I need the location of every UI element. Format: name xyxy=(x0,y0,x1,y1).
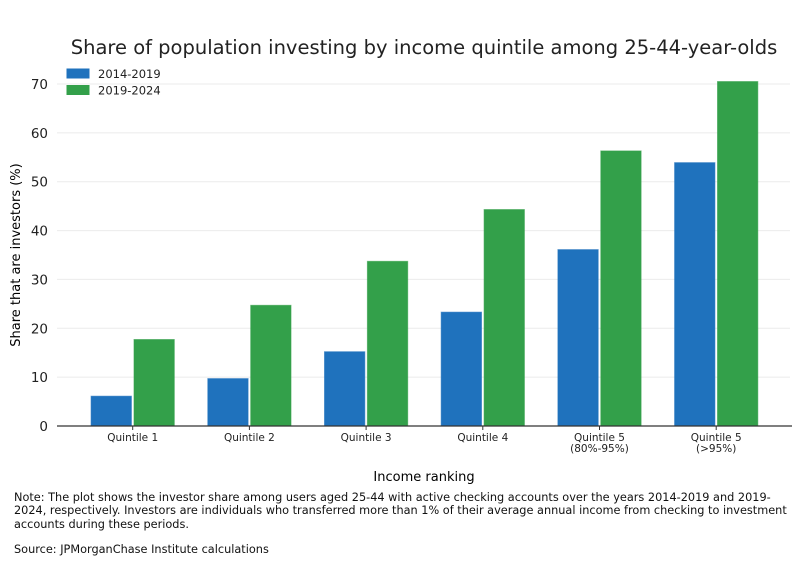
bar-2019-2024 xyxy=(366,260,409,427)
bar-2014-2019 xyxy=(440,311,483,427)
y-tick-label: 40 xyxy=(31,224,48,240)
y-tick-label: 10 xyxy=(31,370,48,386)
legend-label: 2019-2024 xyxy=(98,84,161,98)
bar-2019-2024 xyxy=(250,304,292,427)
y-tick-label: 0 xyxy=(39,419,48,435)
y-axis-label: Share that are investors (%) xyxy=(9,163,24,346)
x-tick-label: Quintile 4 xyxy=(457,432,508,444)
bar-2019-2024 xyxy=(717,81,759,427)
bar-2014-2019 xyxy=(674,162,716,427)
legend-background xyxy=(66,68,121,69)
x-tick-label: Quintile 2 xyxy=(224,432,275,444)
bar-2014-2019 xyxy=(90,395,132,427)
y-tick-label: 70 xyxy=(31,77,48,93)
x-tick-label: Quintile 5 xyxy=(691,432,742,444)
source-text: Source: JPMorganChase Institute calculat… xyxy=(14,543,269,556)
bar-2019-2024 xyxy=(483,209,525,427)
y-tick-label: 60 xyxy=(31,126,48,142)
y-tick-label: 30 xyxy=(31,272,48,288)
y-tick-label: 50 xyxy=(31,175,48,191)
x-tick-label: Quintile 1 xyxy=(107,432,158,444)
y-tick-label: 20 xyxy=(31,321,48,337)
legend-swatch xyxy=(66,85,90,95)
x-tick-label: Quintile 3 xyxy=(341,432,392,444)
legend: 2014-2019 2019-2024 xyxy=(66,67,161,98)
bar-2014-2019 xyxy=(324,351,366,427)
x-tick-label: (>95%) xyxy=(696,443,736,455)
chart-title: Share of population investing by income … xyxy=(71,36,778,59)
bar-2014-2019 xyxy=(557,249,599,427)
x-tick-label: Quintile 5 xyxy=(574,432,625,444)
legend-swatch xyxy=(66,68,90,79)
x-axis-label: Income ranking xyxy=(373,470,474,485)
x-tick-label: (80%-95%) xyxy=(570,443,629,455)
bar-2019-2024 xyxy=(600,150,642,427)
footnote: Note: The plot shows the investor share … xyxy=(14,491,787,531)
legend-label: 2014-2019 xyxy=(98,67,161,81)
bar-2014-2019 xyxy=(207,378,249,427)
bar-2019-2024 xyxy=(133,339,175,427)
